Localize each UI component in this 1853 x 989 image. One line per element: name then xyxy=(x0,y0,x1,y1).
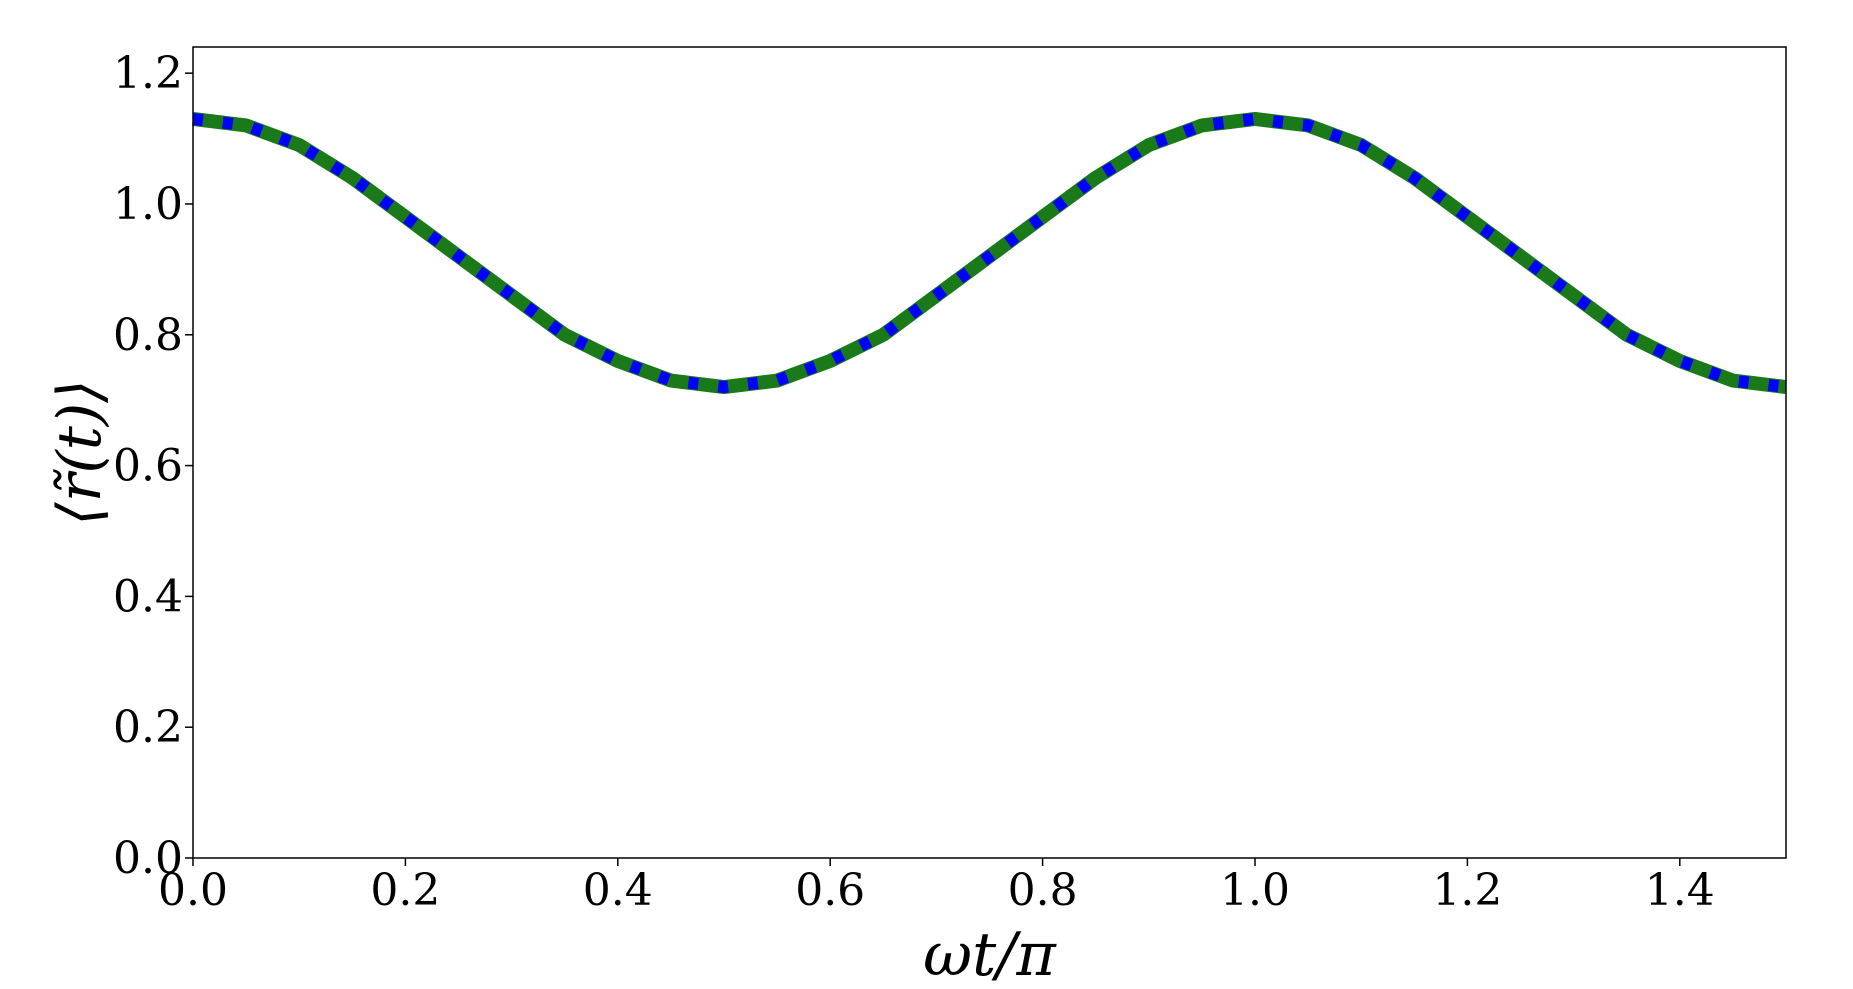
series-line-4 xyxy=(192,112,1787,394)
x-tick-label: 0.6 xyxy=(795,865,865,916)
y-tick-label: 0.4 xyxy=(113,571,183,622)
y-tick-label: 0.0 xyxy=(113,833,183,884)
x-tick-label: 0.4 xyxy=(583,865,653,916)
x-tick-label: 0.8 xyxy=(1008,865,1078,916)
plot-lines xyxy=(192,111,1787,395)
x-axis-label: ωt/π xyxy=(923,920,1057,989)
x-tick-label: 0.0 xyxy=(158,865,228,916)
y-tick-label: 0.6 xyxy=(113,441,183,492)
x-tick-label: 1.4 xyxy=(1645,865,1715,916)
y-tick-label: 1.2 xyxy=(113,48,183,99)
x-tick-label: 1.2 xyxy=(1432,865,1502,916)
y-axis-label: ⟨r̃(t)⟩ xyxy=(45,379,115,525)
y-tick-label: 1.0 xyxy=(113,179,183,230)
y-axis-ticks: 0.0 0.2 0.4 0.6 0.8 1.0 1.2 xyxy=(113,48,193,884)
x-tick-label: 0.2 xyxy=(370,865,440,916)
plot-frame xyxy=(192,46,1787,859)
x-tick-label: 1.0 xyxy=(1220,865,1290,916)
x-axis-ticks: 0.0 0.2 0.4 0.6 0.8 1.0 1.2 1.4 xyxy=(158,858,1715,916)
y-tick-label: 0.2 xyxy=(113,702,183,753)
y-tick-label: 0.8 xyxy=(113,310,183,361)
